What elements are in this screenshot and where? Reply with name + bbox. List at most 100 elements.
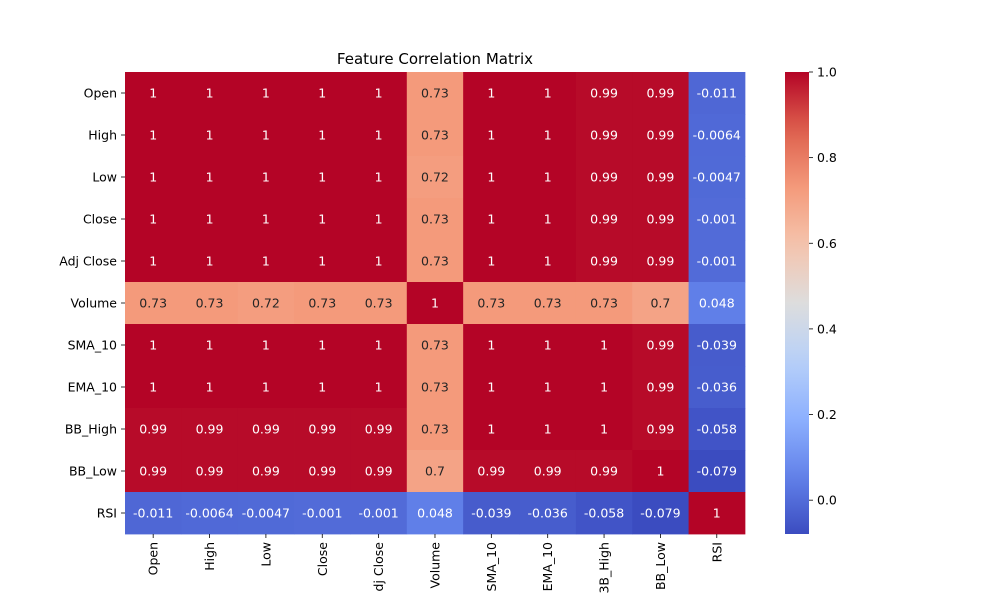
cell-value-label: 1 [206,86,214,101]
heatmap-cell [125,450,182,493]
heatmap-cell [294,114,351,157]
cell-value-label: 1 [318,254,326,269]
cell-value-label: 0.73 [139,296,167,311]
cell-value-label: -0.011 [697,86,737,101]
cell-value-label: 1 [375,254,383,269]
heatmap-cell [519,408,577,451]
cell-value-label: 0.73 [308,296,336,311]
cell-value-label: 1 [318,380,326,395]
heatmap-cell [575,156,633,199]
cell-value-label: -0.001 [358,506,398,521]
heatmap-cell [294,408,351,451]
heatmap-cell [350,156,408,199]
heatmap-cell [237,240,295,283]
heatmap-cell [294,240,351,283]
heatmap-cell [632,114,689,157]
x-tick-label: High [202,542,217,571]
heatmap-cell [632,240,689,283]
heatmap-cell [406,282,464,325]
cell-value-label: 1 [600,380,608,395]
cell-value-label: 0.99 [308,422,336,437]
heatmap-cell [463,240,520,283]
cell-value-label: -0.0064 [185,506,233,521]
cell-value-label: 1 [375,170,383,185]
heatmap-cell [350,408,408,451]
heatmap-cell [688,198,746,241]
heatmap-cell [125,366,182,409]
cell-value-label: 0.73 [421,86,449,101]
cell-value-label: 1 [318,170,326,185]
cell-value-label: 0.73 [421,212,449,227]
x-tick-label: Close [315,542,330,576]
cell-value-label: 1 [544,212,552,227]
cell-value-label: 0.048 [417,506,453,521]
heatmap-cell [575,282,633,325]
heatmap-cell [463,156,520,199]
heatmap-cell [181,114,239,157]
x-tick-label: Low [258,542,273,567]
y-tick-label: High [88,128,117,143]
cell-value-label: -0.011 [133,506,173,521]
cell-value-label: -0.001 [697,254,737,269]
heatmap-cell [294,198,351,241]
cell-value-label: 0.99 [477,464,505,479]
cell-value-label: 1 [713,506,721,521]
heatmap-cell [519,156,577,199]
cell-value-label: 1 [544,254,552,269]
y-tick-label: BB_Low [69,464,117,479]
heatmap-cell [294,282,351,325]
heatmap-cell [575,114,633,157]
heatmap-cell [519,282,577,325]
x-tick-label: RSI [709,542,724,562]
heatmap-cell [632,72,689,115]
heatmap-cell [350,72,408,115]
heatmap-cell [632,156,689,199]
cell-value-label: 1 [487,170,495,185]
heatmap-cell [294,492,351,535]
colorbar-tick-label: 0.0 [817,493,837,508]
cell-value-label: 0.99 [365,464,393,479]
colorbar-tick-label: 0.6 [817,236,837,251]
cell-value-label: 0.99 [139,422,167,437]
y-tick-label: Close [83,212,117,227]
cell-value-label: 0.99 [252,422,280,437]
cell-value-label: 0.99 [139,464,167,479]
heatmap-cell [125,198,182,241]
heatmap-cell [125,282,182,325]
cell-value-label: 0.99 [590,254,618,269]
heatmap-cell [519,492,577,535]
y-tick-label: Low [92,170,117,185]
cell-value-label: 0.99 [646,422,674,437]
y-axis-tick-labels: Open High Low Close Adj Close Volume SMA_10 EMA… [59,86,125,521]
heatmap-cell [575,240,633,283]
heatmap-cell [237,156,295,199]
heatmap-cell [237,408,295,451]
cell-value-label: 0.72 [421,170,449,185]
cell-value-label: -0.058 [697,422,737,437]
heatmap-cell [294,156,351,199]
heatmap-cell [688,282,746,325]
cell-value-label: 0.99 [196,464,224,479]
heatmap-cell [125,156,182,199]
cell-value-label: 0.99 [252,464,280,479]
cell-value-label: 1 [206,170,214,185]
heatmap-cell [350,366,408,409]
cell-value-label: 0.73 [534,296,562,311]
cell-value-label: 1 [262,128,270,143]
cell-value-label: 1 [487,86,495,101]
heatmap-cell [519,366,577,409]
y-tick-label: Volume [71,296,118,311]
cell-value-label: 1 [262,380,270,395]
heatmap-cell [181,198,239,241]
heatmap-cell [406,492,464,535]
cell-value-label: 1 [544,86,552,101]
heatmap-cell [406,324,464,367]
cell-value-label: 1 [318,86,326,101]
heatmap-cell [350,114,408,157]
heatmap-cell [406,408,464,451]
heatmap-cell [575,324,633,367]
cell-value-label: 1 [149,128,157,143]
cell-value-label: 0.99 [646,128,674,143]
heatmap-cell [575,492,633,535]
cell-value-label: 1 [600,422,608,437]
